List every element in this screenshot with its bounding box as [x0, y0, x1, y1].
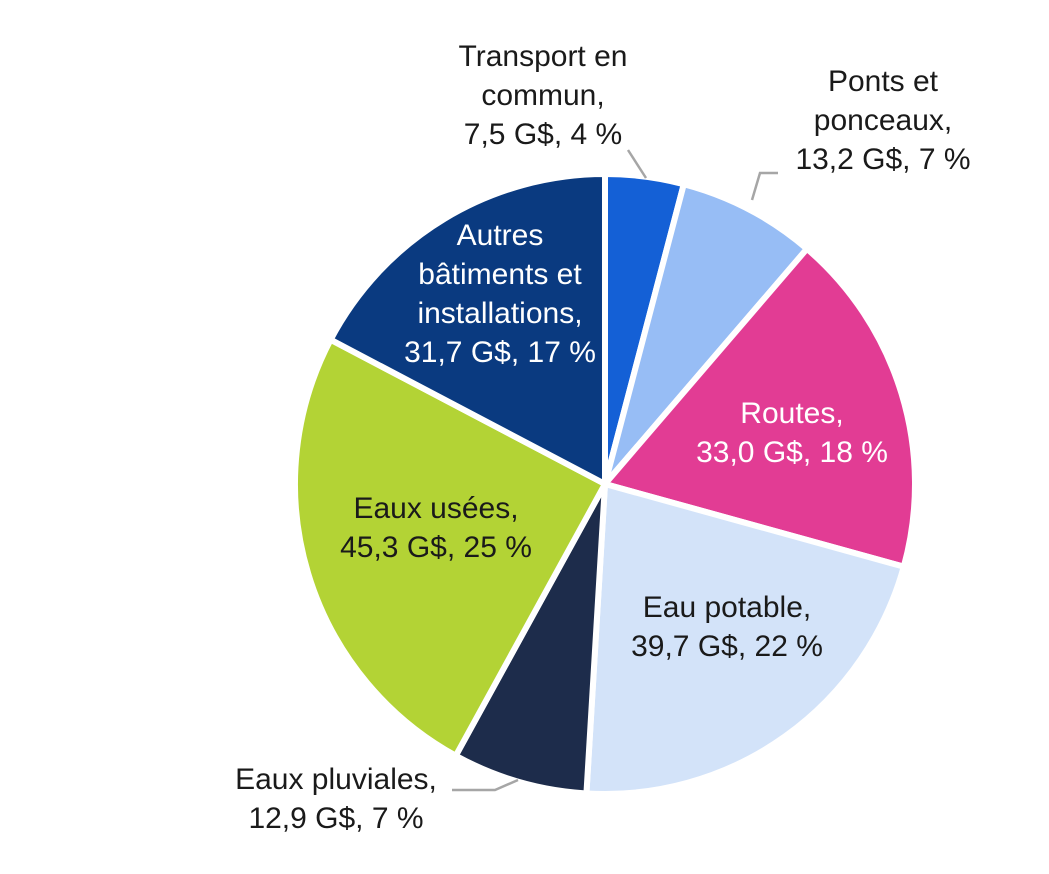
- slice-label-ponts-et-ponceaux: Ponts et ponceaux, 13,2 G$, 7 %: [795, 65, 970, 176]
- slice-label-routes: Routes, 33,0 G$, 18 %: [696, 397, 888, 469]
- slice-label-line: 12,9 G$, 7 %: [248, 802, 423, 835]
- slice-label-line: Autres: [457, 219, 544, 252]
- slice-label-line: Routes,: [740, 397, 843, 430]
- slice-label-line: 39,7 G$, 22 %: [631, 630, 823, 663]
- slice-label-line: 31,7 G$, 17 %: [404, 336, 596, 369]
- slice-label-line: Eaux usées,: [353, 492, 518, 525]
- slice-label-line: 13,2 G$, 7 %: [795, 143, 970, 176]
- slice-label-line: Ponts et: [828, 65, 939, 98]
- pie-slice-eau-potable: [583, 481, 907, 797]
- pie-slice-routes: [602, 245, 918, 570]
- slice-label-line: 45,3 G$, 25 %: [340, 531, 532, 564]
- leader-line-eaux-pluviales: [452, 778, 519, 792]
- slice-label-line: Eau potable,: [643, 591, 811, 624]
- leader-line-transport-en-commun: [626, 149, 648, 179]
- slice-label-eaux-pluviales: Eaux pluviales, 12,9 G$, 7 %: [235, 763, 437, 835]
- slice-label-line: ponceaux,: [814, 104, 952, 137]
- slice-label-line: installations,: [417, 297, 582, 330]
- slice-label-line: 33,0 G$, 18 %: [696, 436, 888, 469]
- slice-label-line: bâtiments et: [418, 258, 582, 291]
- pie-slices: [292, 171, 918, 797]
- slice-label-line: 7,5 G$, 4 %: [464, 118, 622, 151]
- slice-label-eaux-usees: Eaux usées, 45,3 G$, 25 %: [340, 492, 532, 564]
- leader-line-ponts-et-ponceaux: [750, 171, 778, 201]
- slice-label-transport-en-commun: Transport en commun, 7,5 G$, 4 %: [459, 40, 628, 151]
- slice-label-line: Transport en: [459, 40, 628, 73]
- slice-label-line: Eaux pluviales,: [235, 763, 437, 796]
- slice-label-autres-batiments-et-installations: Autres bâtiments et installations, 31,7 G$,…: [404, 219, 596, 369]
- leader-lines: [452, 149, 778, 792]
- slice-label-line: commun,: [481, 79, 604, 112]
- slice-label-eau-potable: Eau potable, 39,7 G$, 22 %: [631, 591, 823, 663]
- slice-labels: Transport en commun, 7,5 G$, 4 % Ponts et po…: [235, 40, 970, 835]
- pie-slice-autres-batiments-et-installations: [327, 171, 608, 487]
- pie-slice-ponts-et-ponceaux: [602, 181, 810, 487]
- pie-slice-eaux-pluviales: [452, 481, 608, 797]
